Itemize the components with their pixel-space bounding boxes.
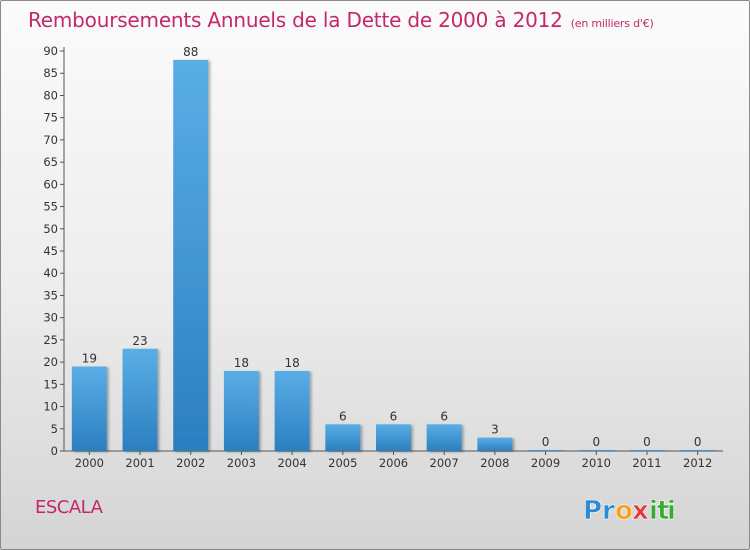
bar-2012 (680, 450, 716, 451)
y-tick-label: 5 (51, 422, 58, 436)
bar-2003 (223, 371, 259, 451)
x-tick-label: 2006 (379, 456, 408, 470)
bar-2010 (578, 450, 614, 451)
x-tick-label: 2001 (125, 456, 154, 470)
y-tick-label: 0 (51, 444, 58, 458)
bar-2007 (426, 424, 462, 451)
bar-2011 (629, 450, 665, 451)
y-tick-label: 30 (43, 311, 58, 325)
x-tick-label: 2008 (480, 456, 509, 470)
x-tick-label: 2000 (75, 456, 104, 470)
logo-letter: i (649, 496, 658, 526)
data-label-2001: 23 (132, 334, 147, 348)
x-tick-label: 2010 (582, 456, 611, 470)
data-label-2000: 19 (82, 352, 97, 366)
x-tick-label: 2003 (227, 456, 256, 470)
bar-2001 (122, 348, 158, 451)
y-tick-label: 75 (43, 111, 58, 125)
data-label-2007: 6 (440, 409, 448, 423)
data-label-2008: 3 (491, 423, 499, 437)
y-tick-label: 55 (43, 200, 58, 214)
y-tick-label: 60 (43, 177, 58, 191)
y-tick-label: 20 (43, 355, 58, 369)
x-tick-label: 2005 (328, 456, 357, 470)
x-tick-label: 2011 (632, 456, 661, 470)
x-tick-label: 2004 (277, 456, 306, 470)
logo-letter: t (657, 496, 669, 526)
x-tick-label: 2002 (176, 456, 205, 470)
data-label-2011: 0 (643, 435, 651, 449)
data-label-2006: 6 (390, 409, 398, 423)
x-tick-label: 2012 (683, 456, 712, 470)
data-label-2003: 18 (234, 356, 249, 370)
logo-letter: r (602, 496, 615, 526)
y-tick-label: 65 (43, 155, 58, 169)
data-label-2010: 0 (592, 435, 600, 449)
y-tick-label: 25 (43, 333, 58, 347)
data-label-2005: 6 (339, 409, 347, 423)
x-tick-label: 2009 (531, 456, 560, 470)
bar-2000 (71, 366, 107, 451)
logo-letter: P (583, 496, 602, 526)
bar-2008 (477, 437, 513, 451)
logo-letter: o (615, 496, 633, 526)
x-tick-label: 2007 (430, 456, 459, 470)
data-label-2002: 88 (183, 45, 198, 59)
y-tick-label: 40 (43, 266, 58, 280)
y-tick-label: 70 (43, 133, 58, 147)
y-tick-label: 35 (43, 288, 58, 302)
data-label-2012: 0 (694, 435, 702, 449)
y-tick-label: 10 (43, 400, 58, 414)
bar-2005 (325, 424, 361, 451)
data-label-2009: 0 (542, 435, 550, 449)
logo-letter: i (667, 496, 676, 526)
y-tick-label: 85 (43, 66, 58, 80)
data-label-2004: 18 (284, 356, 299, 370)
chart-title: Remboursements Annuels de la Dette de 20… (28, 8, 654, 32)
chart-title-text: Remboursements Annuels de la Dette de 20… (28, 8, 563, 32)
logo-letter: x (632, 496, 649, 526)
y-tick-label: 45 (43, 244, 58, 258)
y-tick-label: 80 (43, 88, 58, 102)
bar-2009 (528, 450, 564, 451)
chart-unit-label: (en milliers d'€) (570, 17, 654, 30)
bar-2006 (376, 424, 411, 451)
y-tick-label: 90 (43, 44, 58, 58)
y-tick-label: 50 (43, 222, 58, 236)
bar-2004 (274, 371, 310, 451)
y-tick-label: 15 (43, 377, 58, 391)
commune-name: ESCALA (35, 497, 103, 518)
bar-2002 (173, 59, 209, 452)
